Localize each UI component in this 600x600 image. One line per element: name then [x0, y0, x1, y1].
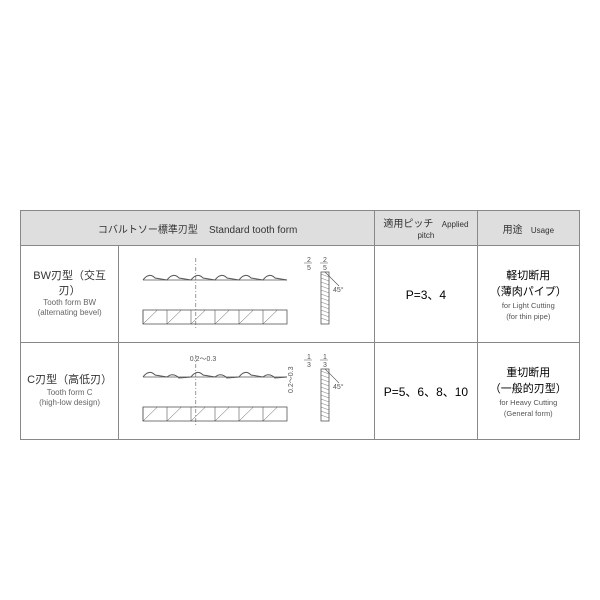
svg-text:45°: 45° [333, 286, 344, 294]
row-label: C刃型（高低刃） Tooth form C (high-low design) [21, 343, 119, 440]
header-usage: 用途 Usage [477, 211, 579, 246]
usage-cell: 軽切断用 （薄肉パイプ） for Light Cutting (for thin… [477, 246, 579, 343]
pitch-cell: P=3、4 [375, 246, 477, 343]
row-label-en2: (alternating bevel) [27, 308, 112, 318]
usage-cell: 重切断用 （一般的刃型） for Heavy Cutting (General … [477, 343, 579, 440]
usage-en2: (for thin pipe) [484, 312, 573, 321]
tooth-form-table: コバルトソー標準刃型 Standard tooth form 適用ピッチ App… [20, 210, 580, 440]
pitch-cell: P=5、6、8、10 [375, 343, 477, 440]
row-label-jp: BW刃型（交互刃） [27, 269, 112, 298]
svg-text:3: 3 [307, 362, 311, 369]
header-form: コバルトソー標準刃型 Standard tooth form [21, 211, 375, 246]
svg-text:0.2～0.3: 0.2～0.3 [190, 356, 217, 363]
header-usage-en: Usage [531, 226, 554, 235]
diagram-cell: 45°13130.2～0.30.2～0.3 [119, 343, 375, 440]
tooth-diagram: 45°13130.2～0.30.2～0.3 [125, 349, 368, 433]
header-form-jp: コバルトソー標準刃型 [98, 225, 198, 236]
row-label-en1: Tooth form BW [27, 298, 112, 308]
header-usage-jp: 用途 [503, 225, 523, 236]
table-row: C刃型（高低刃） Tooth form C (high-low design) … [21, 343, 580, 440]
usage-en1: for Heavy Cutting [484, 398, 573, 407]
row-label-en2: (high-low design) [27, 398, 112, 408]
tooth-diagram: 45°2525 [125, 252, 368, 336]
row-label: BW刃型（交互刃） Tooth form BW (alternating bev… [21, 246, 119, 343]
header-pitch-jp: 適用ピッチ [383, 219, 433, 230]
usage-jp2: （一般的刃型） [484, 380, 573, 396]
usage-jp1: 軽切断用 [484, 267, 573, 283]
usage-en1: for Light Cutting [484, 301, 573, 310]
svg-text:5: 5 [307, 265, 311, 272]
svg-text:0.2～0.3: 0.2～0.3 [288, 366, 295, 393]
svg-text:45°: 45° [333, 383, 344, 391]
header-pitch: 適用ピッチ Applied pitch [375, 211, 477, 246]
usage-jp2: （薄肉パイプ） [484, 283, 573, 299]
table-row: BW刃型（交互刃） Tooth form BW (alternating bev… [21, 246, 580, 343]
svg-text:5: 5 [323, 265, 327, 272]
svg-text:3: 3 [323, 362, 327, 369]
header-form-en: Standard tooth form [209, 225, 297, 236]
diagram-cell: 45°2525 [119, 246, 375, 343]
usage-jp1: 重切断用 [484, 364, 573, 380]
row-label-jp: C刃型（高低刃） [27, 373, 112, 387]
row-label-en1: Tooth form C [27, 388, 112, 398]
usage-en2: (General form) [484, 409, 573, 418]
